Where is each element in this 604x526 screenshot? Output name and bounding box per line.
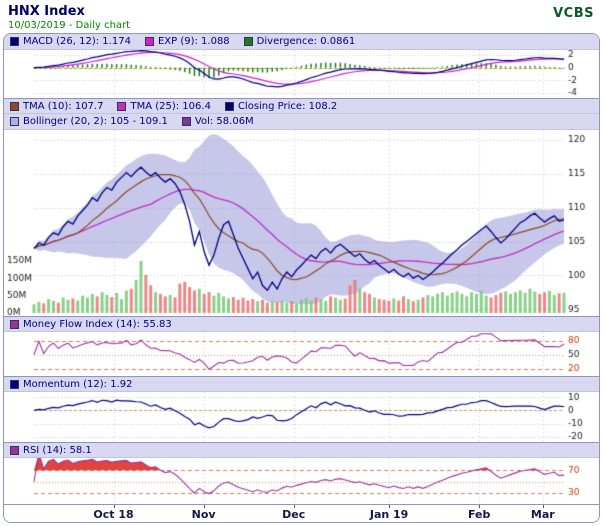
brand-logo: VCBS xyxy=(553,6,594,21)
macd-panel-canvas[interactable] xyxy=(4,50,599,98)
price-legend-row1: TMA (10): 107.7 TMA (25): 106.4 Closing Pr… xyxy=(4,98,599,114)
legend-item: EXP (9): 1.088 xyxy=(144,36,230,47)
mfi-panel-canvas[interactable] xyxy=(4,332,599,376)
page-title: HNX Index xyxy=(8,4,85,19)
x-axis-tick xyxy=(293,505,295,508)
legend-swatch xyxy=(224,101,234,111)
x-axis-label: Nov xyxy=(191,508,216,521)
legend-label: Bollinger (20, 2): 105 - 109.1 xyxy=(23,116,168,127)
x-axis-tick xyxy=(203,505,205,508)
macd-legend: MACD (26, 12): 1.174 EXP (9): 1.088 Diverg… xyxy=(4,34,599,50)
price-panel-canvas[interactable] xyxy=(4,130,599,316)
legend-item: TMA (10): 107.7 xyxy=(10,101,103,112)
legend-label: MACD (26, 12): 1.174 xyxy=(23,36,131,47)
chart-subtitle: 10/03/2019 - Daily chart xyxy=(8,20,131,31)
momentum-legend: Momentum (12): 1.92 xyxy=(4,376,599,392)
legend-swatch xyxy=(243,37,253,46)
legend-label: TMA (25): 106.4 xyxy=(130,100,211,112)
x-axis-tick xyxy=(389,505,391,508)
rsi-panel-canvas[interactable] xyxy=(4,458,599,504)
legend-swatch xyxy=(10,117,19,126)
legend-swatch xyxy=(181,117,191,126)
price-legend-row2: Bollinger (20, 2): 105 - 109.1 Vol: 58.06… xyxy=(4,114,599,130)
legend-label: EXP (9): 1.088 xyxy=(157,36,230,47)
x-axis-tick xyxy=(479,505,481,508)
legend-label: Divergence: 0.0861 xyxy=(256,36,356,47)
legend-swatch xyxy=(10,101,19,111)
x-axis-tick xyxy=(113,505,115,508)
x-axis-label: Mar xyxy=(530,508,555,521)
x-axis-label: Dec xyxy=(282,508,306,521)
legend-item: Vol: 58.06M xyxy=(181,116,254,127)
legend-item: Divergence: 0.0861 xyxy=(243,36,356,47)
legend-label: Money Flow Index (14): 55.83 xyxy=(23,318,172,330)
legend-label: Momentum (12): 1.92 xyxy=(23,378,133,390)
legend-item: Momentum (12): 1.92 xyxy=(10,379,133,390)
legend-item: Closing Price: 108.2 xyxy=(224,100,338,112)
legend-label: TMA (10): 107.7 xyxy=(23,100,104,112)
x-axis-label: Jan 19 xyxy=(369,508,409,521)
legend-swatch xyxy=(10,319,19,329)
x-axis-label: Oct 18 xyxy=(93,508,134,521)
legend-swatch xyxy=(10,379,19,389)
legend-item: RSI (14): 58.1 xyxy=(10,445,92,456)
chart-area: MACD (26, 12): 1.174 EXP (9): 1.088 Diverg… xyxy=(3,33,600,523)
x-axis: Oct 18 Nov Dec Jan 19 Feb Mar xyxy=(4,504,599,522)
legend-item: Bollinger (20, 2): 105 - 109.1 xyxy=(10,116,168,127)
x-axis-tick xyxy=(542,505,544,508)
legend-swatch xyxy=(10,37,19,46)
legend-item: MACD (26, 12): 1.174 xyxy=(10,36,131,47)
legend-label: Closing Price: 108.2 xyxy=(237,100,338,112)
rsi-legend: RSI (14): 58.1 xyxy=(4,442,599,458)
legend-item: TMA (25): 106.4 xyxy=(117,100,211,112)
mfi-legend: Money Flow Index (14): 55.83 xyxy=(4,316,599,332)
legend-label: Vol: 58.06M xyxy=(194,116,254,127)
legend-item: Money Flow Index (14): 55.83 xyxy=(10,319,172,330)
momentum-panel-canvas[interactable] xyxy=(4,392,599,442)
legend-swatch xyxy=(117,101,127,111)
legend-swatch xyxy=(10,445,19,455)
legend-swatch xyxy=(144,37,154,46)
x-axis-label: Feb xyxy=(467,508,491,521)
legend-label: RSI (14): 58.1 xyxy=(23,444,92,456)
